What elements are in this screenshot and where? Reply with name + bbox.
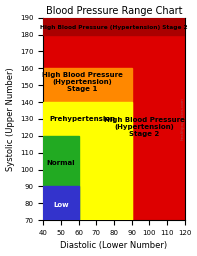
Bar <box>43 18 185 35</box>
Text: Low: Low <box>53 202 69 208</box>
X-axis label: Diastolic (Lower Number): Diastolic (Lower Number) <box>60 241 168 250</box>
Bar <box>43 136 79 220</box>
Y-axis label: Systolic (Upper Number): Systolic (Upper Number) <box>6 67 15 171</box>
Text: High Blood Pressure
(Hypertension)
Stage 1: High Blood Pressure (Hypertension) Stage… <box>42 72 123 92</box>
Text: Normal: Normal <box>47 160 75 166</box>
Bar <box>43 102 132 220</box>
Text: healthpagesites.com: healthpagesites.com <box>181 98 185 140</box>
Text: High Blood Pressure
(Hypertension)
Stage 2: High Blood Pressure (Hypertension) Stage… <box>104 118 185 137</box>
Title: Blood Pressure Range Chart: Blood Pressure Range Chart <box>46 6 182 16</box>
Text: High Blood Pressure (Hypertension) Stage 2: High Blood Pressure (Hypertension) Stage… <box>40 25 188 29</box>
Bar <box>43 68 132 220</box>
Text: Prehypertension: Prehypertension <box>49 116 115 122</box>
Bar <box>43 186 79 220</box>
